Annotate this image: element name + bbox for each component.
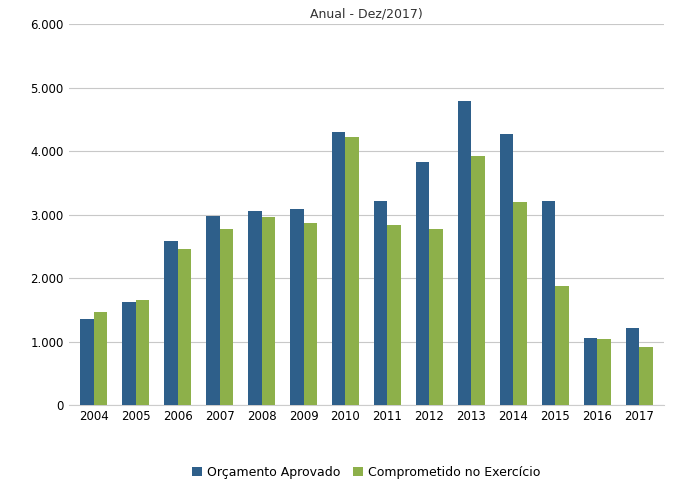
Bar — [262, 217, 275, 405]
Bar — [177, 249, 191, 405]
Bar — [458, 101, 471, 405]
Bar — [122, 302, 136, 405]
Bar — [639, 347, 653, 405]
Bar — [290, 209, 303, 405]
Bar — [500, 134, 513, 405]
Bar — [248, 211, 262, 405]
Bar — [416, 162, 429, 405]
Bar — [429, 229, 443, 405]
Bar — [626, 328, 639, 405]
Bar — [584, 338, 597, 405]
Bar — [345, 137, 359, 405]
Bar — [471, 156, 485, 405]
Legend: Orçamento Aprovado, Comprometido no Exercício: Orçamento Aprovado, Comprometido no Exer… — [188, 461, 545, 484]
Bar — [388, 225, 401, 405]
Bar — [303, 223, 317, 405]
Bar — [542, 201, 556, 405]
Bar — [220, 229, 233, 405]
Bar — [332, 132, 345, 405]
Bar — [164, 242, 177, 405]
Bar — [94, 312, 107, 405]
Bar — [556, 286, 569, 405]
Bar — [206, 216, 220, 405]
Bar — [597, 339, 611, 405]
Bar — [80, 320, 94, 405]
Bar — [513, 202, 527, 405]
Title: Anual - Dez/2017): Anual - Dez/2017) — [310, 7, 423, 20]
Bar — [374, 201, 388, 405]
Bar — [136, 300, 149, 405]
